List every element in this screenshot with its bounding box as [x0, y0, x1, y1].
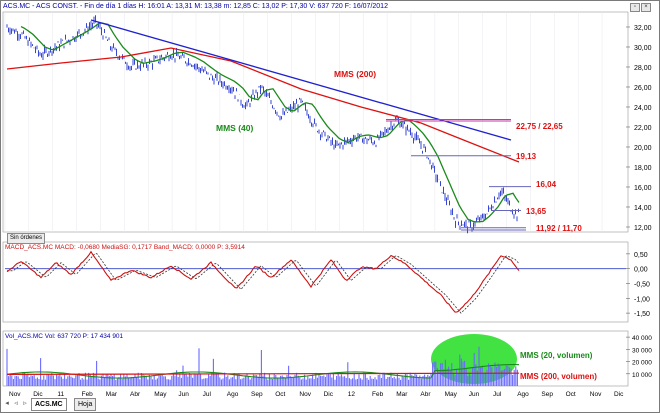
level-label-1192: 11,92 / 11,70 — [536, 224, 582, 233]
x-tick-label: Jun — [178, 391, 189, 398]
x-tick-label: Abr — [420, 391, 431, 398]
macd-tick-label: 0,00 — [634, 267, 648, 274]
sin-ordenes-button[interactable]: Sin órdenes — [7, 233, 45, 244]
level-label-1604: 16,04 — [536, 180, 557, 189]
tab-next-arrow-icon[interactable]: ▹ — [23, 400, 27, 407]
x-tick-label: Jul — [493, 391, 502, 398]
x-tick-label: Ago — [517, 391, 529, 398]
volume-tick-label: 10 000 — [632, 372, 652, 379]
volume-layer — [6, 334, 520, 386]
price-pane-header: ACS.MC - ACS CONST. - Fin de día 1 días … — [3, 3, 388, 10]
mms200-volume-label: MMS (200, volumen) — [520, 372, 597, 381]
level-label-1365: 13,65 — [526, 207, 547, 216]
macd-tick-label: -1,50 — [634, 311, 650, 318]
x-tick-label: Mar — [396, 391, 408, 398]
price-tick-label: 28,00 — [634, 65, 652, 72]
x-tick-label: Dic — [33, 391, 43, 398]
x-tick-label: Sep — [251, 391, 263, 398]
x-tick-label: Dic — [614, 391, 624, 398]
x-tick-label: Nov — [299, 391, 311, 398]
pane-minimize-button[interactable]: ▫ — [630, 3, 640, 12]
price-tick-label: 24,00 — [634, 105, 652, 112]
x-tick-label: May — [154, 391, 167, 398]
price-y-axis: 32,00 30,00 28,00 26,00 24,00 22,00 20,00 18,00… — [626, 25, 652, 232]
macd-tick-label: -1,00 — [634, 296, 650, 303]
mms200-label: MMS (200) — [334, 69, 376, 79]
mms20-volume-label: MMS (20, volumen) — [520, 351, 593, 360]
volume-tick-label: 20 000 — [632, 360, 652, 367]
volume-y-axis: 40 000 30 000 20 000 10 000 — [626, 335, 652, 379]
macd-layer — [6, 250, 520, 314]
x-axis: Nov Dic 11 Feb Mar Abr May Jun Jul Ago Sep Oct Nov Di… — [9, 391, 624, 398]
x-tick-label: Nov — [590, 391, 602, 398]
x-tick-label: Oct — [275, 391, 285, 398]
x-tick-label: Nov — [9, 391, 21, 398]
level-label-1913: 19,13 — [516, 152, 537, 161]
x-tick-label: 11 — [57, 391, 64, 398]
tab-acs-mc[interactable]: ACS.MC — [31, 398, 67, 411]
volume-tick-label: 40 000 — [632, 335, 652, 342]
x-tick-label: Dic — [324, 391, 334, 398]
x-tick-label: Feb — [82, 391, 94, 398]
x-tick-label: Feb — [372, 391, 384, 398]
x-tick-label: Jul — [203, 391, 212, 398]
x-tick-label: Abr — [130, 391, 141, 398]
macd-tick-label: -0,50 — [634, 281, 650, 288]
price-tick-label: 20,00 — [634, 145, 652, 152]
macd-tick-label: 0,50 — [634, 252, 648, 259]
grid — [4, 12, 626, 270]
price-tick-label: 22,00 — [634, 125, 652, 132]
x-tick-label: Oct — [566, 391, 576, 398]
x-tick-label: Mar — [106, 391, 118, 398]
pane-close-button[interactable]: × — [641, 3, 651, 12]
macd-pane-border — [2, 241, 629, 323]
price-layer — [6, 15, 531, 234]
price-tick-label: 26,00 — [634, 85, 652, 92]
price-tick-label: 16,00 — [634, 185, 652, 192]
tab-hoja[interactable]: Hoja — [74, 398, 97, 411]
level-label-2275: 22,75 / 22,65 — [516, 122, 563, 131]
volume-tick-label: 30 000 — [632, 347, 652, 354]
tab-first-arrow-icon[interactable]: ◂ — [5, 400, 9, 407]
price-tick-label: 32,00 — [634, 25, 652, 32]
price-tick-label: 12,00 — [634, 225, 652, 232]
price-tick-label: 30,00 — [634, 45, 652, 52]
x-tick-label: May — [445, 391, 458, 398]
volume-pane-header: Vol_ACS.MC Vol: 637 720 P: 17 434 901 — [5, 333, 124, 340]
macd-pane-header: MACD_ACS.MC MACD: -0,0680 MediaSG: 0,171… — [5, 244, 245, 251]
price-tick-label: 14,00 — [634, 205, 652, 212]
macd-y-axis: 0,50 0,00 -0,50 -1,00 -1,50 — [626, 252, 650, 318]
x-tick-label: Jun — [469, 391, 480, 398]
price-tick-label: 18,00 — [634, 165, 652, 172]
x-tick-label: 12 — [348, 391, 356, 398]
mms40-label: MMS (40) — [216, 123, 253, 133]
tab-prev-arrow-icon[interactable]: ◃ — [14, 400, 18, 407]
x-tick-label: Ago — [227, 391, 239, 398]
x-tick-label: Sep — [541, 391, 553, 398]
